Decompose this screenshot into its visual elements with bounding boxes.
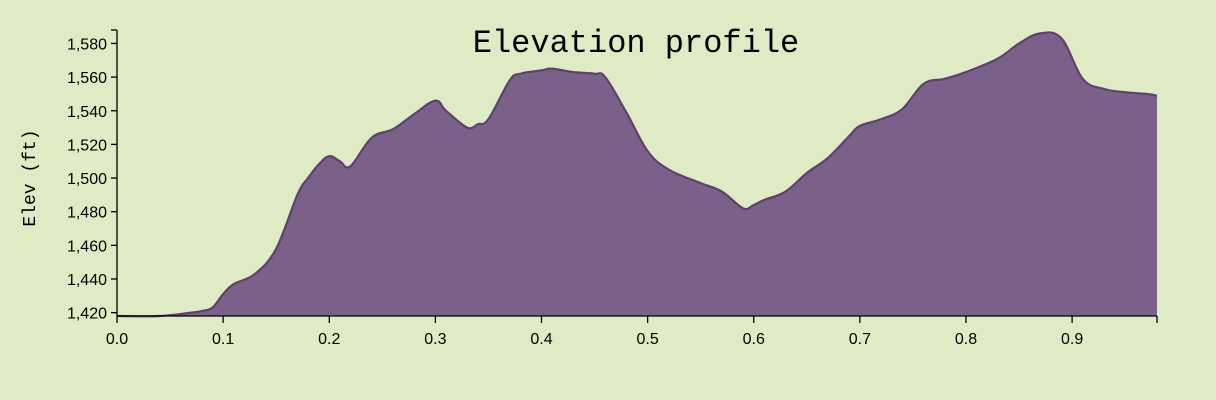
y-tick-label: 1,460 bbox=[67, 238, 107, 255]
y-tick-label: 1,540 bbox=[67, 104, 107, 121]
elevation-area bbox=[117, 32, 1157, 317]
x-tick-label: 0.6 bbox=[743, 331, 765, 348]
y-axis-title: Elev (ft) bbox=[21, 129, 41, 226]
elevation-line bbox=[116, 31, 1158, 318]
x-ticks: 0.0 0.1 0.2 0.3 0.4 0.5 0.6 0.7 0.8 0.9 bbox=[106, 316, 1158, 348]
x-tick-label: 0.0 bbox=[106, 331, 128, 348]
y-tick-label: 1,480 bbox=[67, 205, 107, 222]
y-tick-label: 1,500 bbox=[67, 171, 107, 188]
chart-title: Elevation profile bbox=[473, 25, 799, 62]
y-tick-label: 1,420 bbox=[67, 306, 107, 323]
y-tick-label: 1,580 bbox=[67, 36, 107, 53]
x-tick-label: 0.4 bbox=[530, 331, 552, 348]
x-tick-label: 0.9 bbox=[1061, 331, 1083, 348]
x-tick-label: 0.3 bbox=[424, 331, 446, 348]
y-tick-label: 1,560 bbox=[67, 70, 107, 87]
x-tick-label: 0.2 bbox=[318, 331, 340, 348]
area-layer bbox=[116, 31, 1158, 318]
x-tick-label: 0.5 bbox=[636, 331, 658, 348]
y-tick-label: 1,520 bbox=[67, 137, 107, 154]
x-tick-label: 0.8 bbox=[955, 331, 977, 348]
x-tick-label: 0.1 bbox=[212, 331, 234, 348]
x-tick-label: 0.7 bbox=[849, 331, 871, 348]
y-tick-label: 1,440 bbox=[67, 272, 107, 289]
y-ticks: 1,420 1,440 1,460 1,480 1,500 1,520 1,540 1,560… bbox=[67, 29, 117, 323]
